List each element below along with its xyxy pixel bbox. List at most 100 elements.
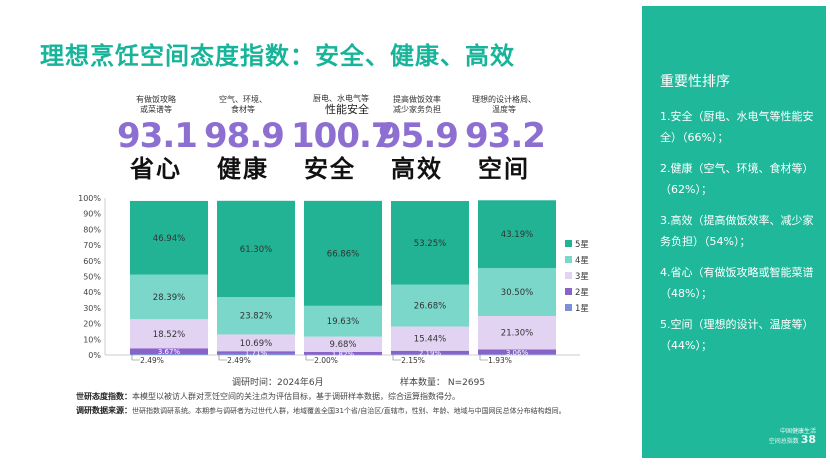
dimension-name: 空间 bbox=[478, 155, 530, 183]
index-note-text: 本模型以被访人群对烹饪空间的关注点为评估目标，基于调研样本数据，综合运算指数得分… bbox=[132, 392, 460, 401]
legend-swatch bbox=[565, 240, 572, 247]
dimension-desc-emphasis: 性能安全 bbox=[325, 103, 369, 116]
brand-logo: 中国健康生活 空间总指数 38 bbox=[769, 428, 816, 446]
callout-line bbox=[479, 353, 488, 361]
y-tick-label: 100% bbox=[78, 194, 101, 203]
panel-title: 重要性排序 bbox=[660, 74, 730, 90]
logo-line-1: 中国健康生活 bbox=[779, 428, 816, 435]
data-label: 19.63% bbox=[327, 317, 359, 327]
data-label: 15.44% bbox=[414, 335, 446, 345]
dimension-name: 高效 bbox=[391, 155, 443, 183]
legend-label: 2星 bbox=[575, 288, 589, 298]
data-label: 26.68% bbox=[414, 302, 446, 312]
dimension-name: 健康 bbox=[217, 155, 269, 183]
bar-segment-3星 bbox=[217, 334, 295, 352]
ranking-item: 4.省心（有做饭攻略或智能菜谱（48%）； bbox=[660, 266, 814, 300]
bar-segment-5星 bbox=[478, 200, 556, 269]
data-label: 21.30% bbox=[501, 329, 533, 339]
dimension-header-0: 有做饭攻略 或菜谱等 93.1 省心 bbox=[117, 95, 198, 183]
callout-line bbox=[392, 353, 401, 361]
bar-segment-2星 bbox=[130, 348, 208, 355]
y-tick-label: 70% bbox=[83, 241, 101, 250]
legend-swatch bbox=[565, 256, 572, 263]
data-label: 61.30% bbox=[240, 245, 272, 255]
bar-segment-5星 bbox=[391, 201, 469, 285]
logo-mark: 38 bbox=[800, 433, 816, 446]
bar-segment-2星 bbox=[478, 349, 556, 355]
bar-segment-4星 bbox=[391, 284, 469, 327]
stacked-bar-chart: 0% 10% 20% 30% 40% 50% 60% 70% 80% 90% 100% 3.67% 18… bbox=[78, 194, 589, 365]
y-tick-label: 0% bbox=[88, 351, 101, 360]
bar-segment-1星 bbox=[304, 354, 382, 356]
ranking-item: 1.安全（厨电、水电气等性能安全）（66%）； bbox=[660, 110, 814, 144]
y-tick-label: 10% bbox=[83, 335, 101, 344]
data-label: 46.94% bbox=[153, 234, 185, 244]
data-label: 43.19% bbox=[501, 230, 533, 240]
dimension-header-4: 理想的设计格局、 温度等 93.2 空间 bbox=[465, 95, 546, 183]
data-label: 1.82% bbox=[332, 350, 355, 358]
legend-label: 1星 bbox=[575, 304, 589, 314]
dimension-score: 93.2 bbox=[465, 116, 546, 156]
callout-label: 2.49% bbox=[227, 356, 251, 365]
y-tick-label: 40% bbox=[83, 288, 101, 297]
sample-size: 样本数量： N=2695 bbox=[400, 378, 486, 388]
bar-segment-2星 bbox=[391, 350, 469, 355]
bar-segment-5星 bbox=[304, 200, 382, 306]
y-tick-label: 90% bbox=[83, 210, 101, 219]
callout-line bbox=[218, 353, 227, 361]
data-label: 3.06% bbox=[506, 349, 529, 357]
dimension-desc: 提高做饭效率 减少家务负担 bbox=[393, 95, 441, 114]
data-label: 23.82% bbox=[240, 312, 272, 322]
bar-segment-4星 bbox=[304, 305, 382, 337]
dimension-desc: 理想的设计格局、 温度等 bbox=[472, 95, 536, 114]
bar-segment-4星 bbox=[130, 274, 208, 320]
y-tick-label: 20% bbox=[83, 320, 101, 329]
ranking-item: 3.高效（提高做饭效率、减少家务负担）（54%）； bbox=[660, 214, 814, 248]
index-note-label: 世研态度指数： bbox=[76, 392, 132, 401]
dimension-score: 98.9 bbox=[204, 116, 285, 156]
legend-label: 4星 bbox=[575, 256, 589, 266]
data-label: 10.69% bbox=[240, 339, 272, 349]
ranking-item: 2.健康（空气、环境、食材等）（62%）； bbox=[660, 162, 814, 196]
data-label: 53.25% bbox=[414, 239, 446, 249]
bar-segment-1星 bbox=[478, 354, 556, 355]
legend-swatch bbox=[565, 272, 572, 279]
bar-segment-1星 bbox=[217, 353, 295, 355]
bar-segment-3星 bbox=[130, 319, 208, 349]
importance-panel: 重要性排序 1.安全（厨电、水电气等性能安全）（66%）； 2.健康（空气、环境… bbox=[642, 6, 826, 458]
logo-line-2: 空间总指数 bbox=[768, 438, 799, 445]
source-note: 调研数据来源：世研指数调研系统。本期参与调研者为过世代人群，地域覆盖全国31个省… bbox=[76, 405, 566, 416]
dimension-header-1: 空气、环境、 食材等 98.9 健康 bbox=[204, 95, 285, 183]
bar-segment-2星 bbox=[217, 351, 295, 354]
y-tick-label: 80% bbox=[83, 225, 101, 234]
y-tick-label: 50% bbox=[83, 273, 101, 282]
dimension-header-2: 厨电、水电气等 性能安全 100.7 安全 bbox=[291, 94, 395, 183]
bar-segment-1星 bbox=[391, 354, 469, 355]
dimension-score: 100.7 bbox=[291, 116, 395, 156]
callout-label: 2.00% bbox=[314, 356, 338, 365]
callout-line bbox=[131, 353, 140, 361]
legend-label: 5星 bbox=[575, 240, 589, 250]
y-tick-label: 30% bbox=[83, 304, 101, 313]
data-label: 18.52% bbox=[153, 330, 185, 340]
bar-segment-2星 bbox=[304, 351, 382, 355]
bar-segment-3星 bbox=[304, 336, 382, 352]
callout-label: 1.93% bbox=[488, 356, 512, 365]
data-label: 9.68% bbox=[329, 340, 356, 350]
data-label: 28.39% bbox=[153, 293, 185, 303]
data-label: 30.50% bbox=[501, 288, 533, 298]
dimension-desc: 厨电、水电气等 性能安全 bbox=[313, 94, 369, 116]
legend-swatch bbox=[565, 288, 572, 295]
bar-segment-1星 bbox=[130, 354, 208, 355]
data-label: 3.67% bbox=[158, 348, 181, 356]
index-note: 世研态度指数：本模型以被访人群对烹饪空间的关注点为评估目标，基于调研样本数据，综… bbox=[76, 391, 460, 402]
bar-segment-3星 bbox=[478, 315, 556, 350]
data-label: 66.86% bbox=[327, 249, 359, 259]
bar-segment-4星 bbox=[217, 297, 295, 335]
legend-swatch bbox=[565, 304, 572, 311]
dimension-header-3: 提高做饭效率 减少家务负担 95.9 高效 bbox=[378, 95, 459, 183]
callout-label: 2.15% bbox=[401, 356, 425, 365]
dimension-name: 省心 bbox=[130, 155, 182, 183]
source-note-label: 调研数据来源： bbox=[76, 406, 132, 415]
